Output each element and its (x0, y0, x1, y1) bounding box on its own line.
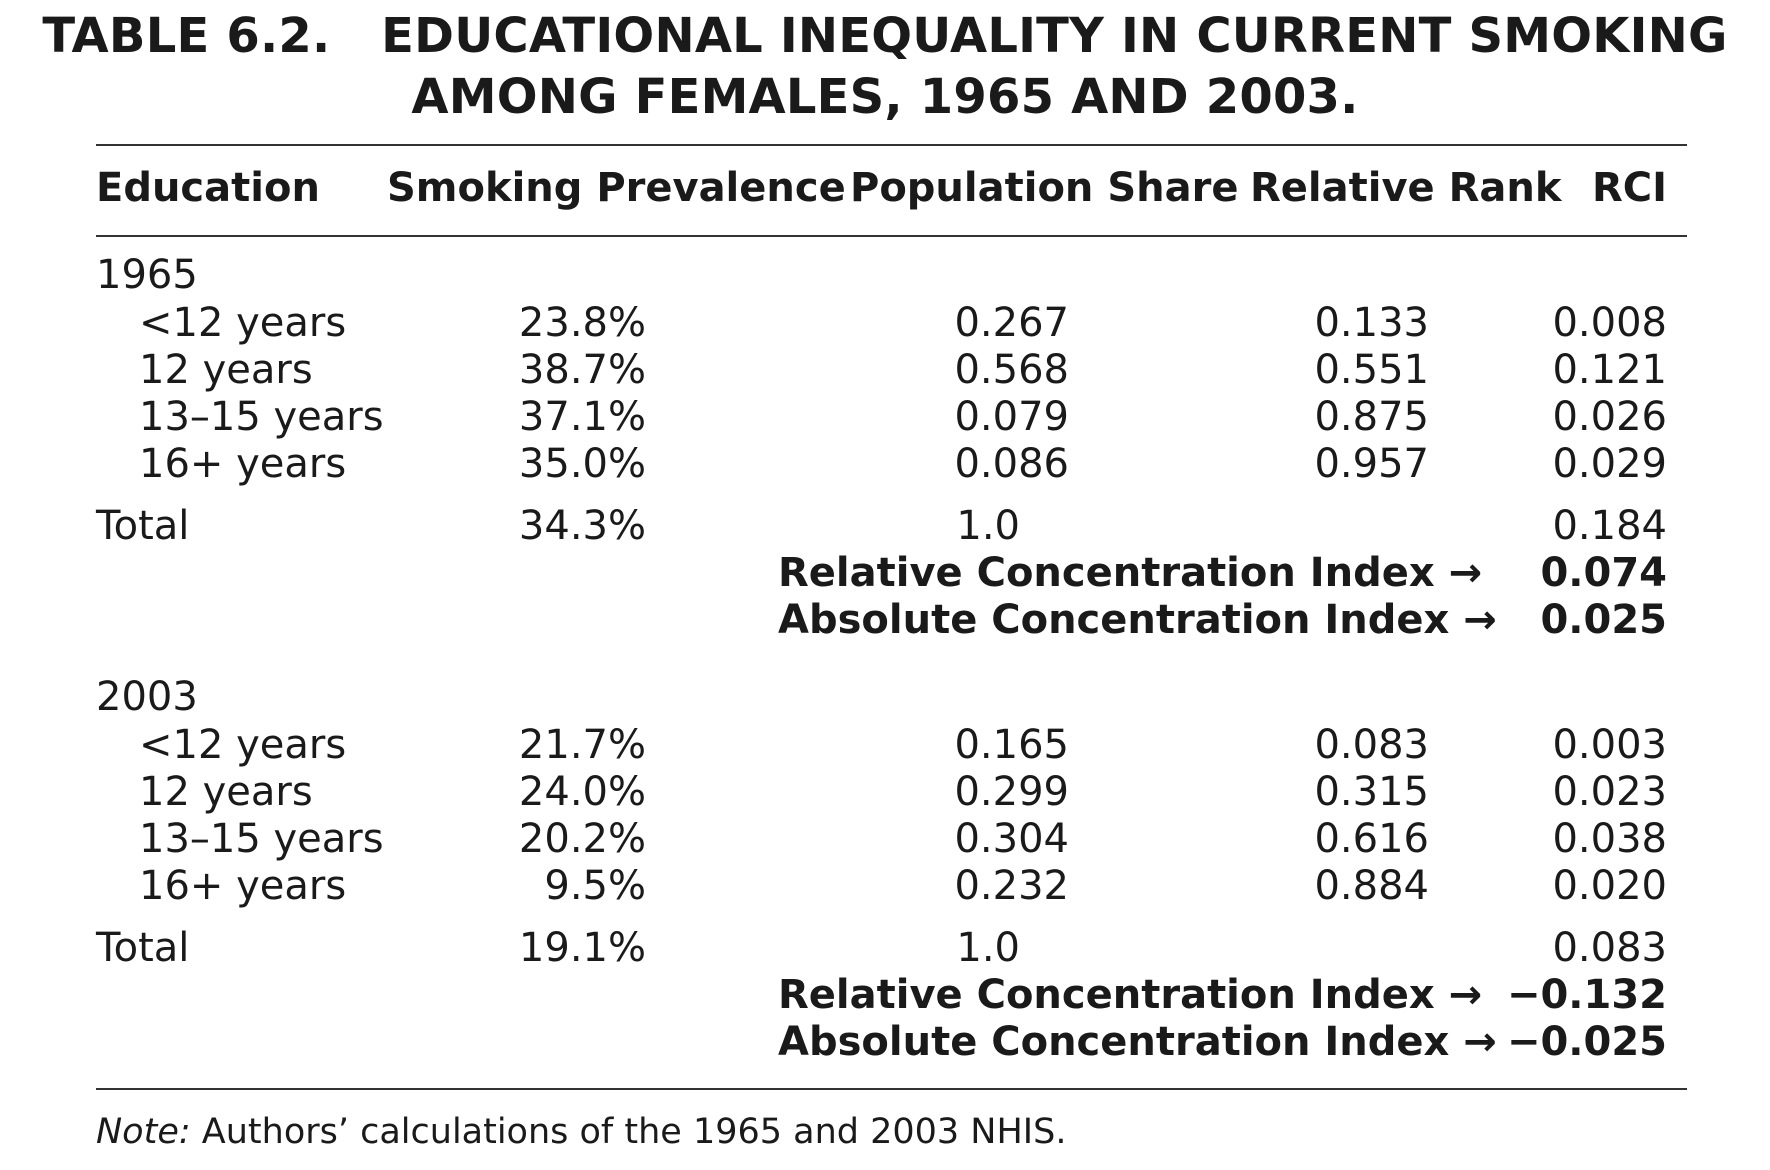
rci-cell: 0.023 (1552, 769, 1667, 815)
total-population-share: 1.0 (956, 503, 1020, 549)
total-label: Total (96, 503, 190, 549)
note-label: Note: (96, 1112, 191, 1152)
population-share-cell: 0.568 (954, 347, 1069, 393)
table-title-line-2: AMONG FEMALES, 1965 AND 2003. (411, 69, 1359, 125)
top-rule (96, 144, 1687, 146)
header-rule (96, 235, 1687, 237)
section-year: 2003 (96, 674, 198, 720)
education-cell: <12 years (139, 300, 347, 346)
population-share-cell: 0.079 (954, 394, 1069, 440)
education-cell: 16+ years (139, 441, 347, 487)
prevalence-cell: 9.5% (544, 863, 646, 909)
absolute-concentration-index-label: Absolute Concentration Index → (778, 1019, 1497, 1065)
education-cell: 12 years (139, 769, 313, 815)
population-share-cell: 0.304 (954, 816, 1069, 862)
population-share-cell: 0.086 (954, 441, 1069, 487)
education-cell: 13–15 years (139, 816, 384, 862)
prevalence-cell: 21.7% (518, 722, 646, 768)
table-title-line-1: TABLE 6.2. EDUCATIONAL INEQUALITY IN CUR… (42, 8, 1728, 64)
rci-cell: 0.029 (1552, 441, 1667, 487)
rci-cell: 0.003 (1552, 722, 1667, 768)
relative-rank-cell: 0.957 (1314, 441, 1429, 487)
column-header-relative-rank: Relative Rank (1250, 165, 1562, 211)
column-header-education: Education (96, 165, 320, 211)
rci-cell: 0.008 (1552, 300, 1667, 346)
population-share-cell: 0.299 (954, 769, 1069, 815)
section-year: 1965 (96, 252, 198, 298)
rci-cell: 0.121 (1552, 347, 1667, 393)
relative-rank-cell: 0.315 (1314, 769, 1429, 815)
prevalence-cell: 24.0% (518, 769, 646, 815)
education-cell: 13–15 years (139, 394, 384, 440)
total-rci: 0.083 (1552, 925, 1667, 971)
absolute-concentration-index-label: Absolute Concentration Index → (778, 597, 1497, 643)
relative-rank-cell: 0.616 (1314, 816, 1429, 862)
column-header-smoking-prevalence: Smoking Prevalence (387, 165, 846, 211)
population-share-cell: 0.165 (954, 722, 1069, 768)
prevalence-cell: 37.1% (518, 394, 646, 440)
absolute-concentration-index-value: 0.025 (1540, 597, 1667, 643)
total-prevalence: 19.1% (518, 925, 646, 971)
education-cell: 16+ years (139, 863, 347, 909)
prevalence-cell: 38.7% (518, 347, 646, 393)
note-text: Authors’ calculations of the 1965 and 20… (190, 1112, 1067, 1152)
table-note: Note: Authors’ calculations of the 1965 … (96, 1109, 1066, 1155)
relative-rank-cell: 0.083 (1314, 722, 1429, 768)
prevalence-cell: 20.2% (518, 816, 646, 862)
total-rci: 0.184 (1552, 503, 1667, 549)
education-cell: 12 years (139, 347, 313, 393)
total-label: Total (96, 925, 190, 971)
relative-rank-cell: 0.133 (1314, 300, 1429, 346)
bottom-rule (96, 1088, 1687, 1090)
column-header-rci: RCI (1592, 165, 1668, 211)
rci-cell: 0.038 (1552, 816, 1667, 862)
prevalence-cell: 23.8% (518, 300, 646, 346)
rci-cell: 0.026 (1552, 394, 1667, 440)
relative-rank-cell: 0.875 (1314, 394, 1429, 440)
absolute-concentration-index-value: −0.025 (1506, 1019, 1667, 1065)
relative-rank-cell: 0.551 (1314, 347, 1429, 393)
population-share-cell: 0.267 (954, 300, 1069, 346)
relative-concentration-index-label: Relative Concentration Index → (778, 550, 1483, 596)
prevalence-cell: 35.0% (518, 441, 646, 487)
relative-concentration-index-value: −0.132 (1506, 972, 1667, 1018)
education-cell: <12 years (139, 722, 347, 768)
total-prevalence: 34.3% (518, 503, 646, 549)
total-population-share: 1.0 (956, 925, 1020, 971)
table-title: TABLE 6.2. EDUCATIONAL INEQUALITY IN CUR… (0, 6, 1770, 128)
relative-rank-cell: 0.884 (1314, 863, 1429, 909)
relative-concentration-index-value: 0.074 (1540, 550, 1667, 596)
population-share-cell: 0.232 (954, 863, 1069, 909)
column-header-population-share: Population Share (850, 165, 1239, 211)
rci-cell: 0.020 (1552, 863, 1667, 909)
relative-concentration-index-label: Relative Concentration Index → (778, 972, 1483, 1018)
